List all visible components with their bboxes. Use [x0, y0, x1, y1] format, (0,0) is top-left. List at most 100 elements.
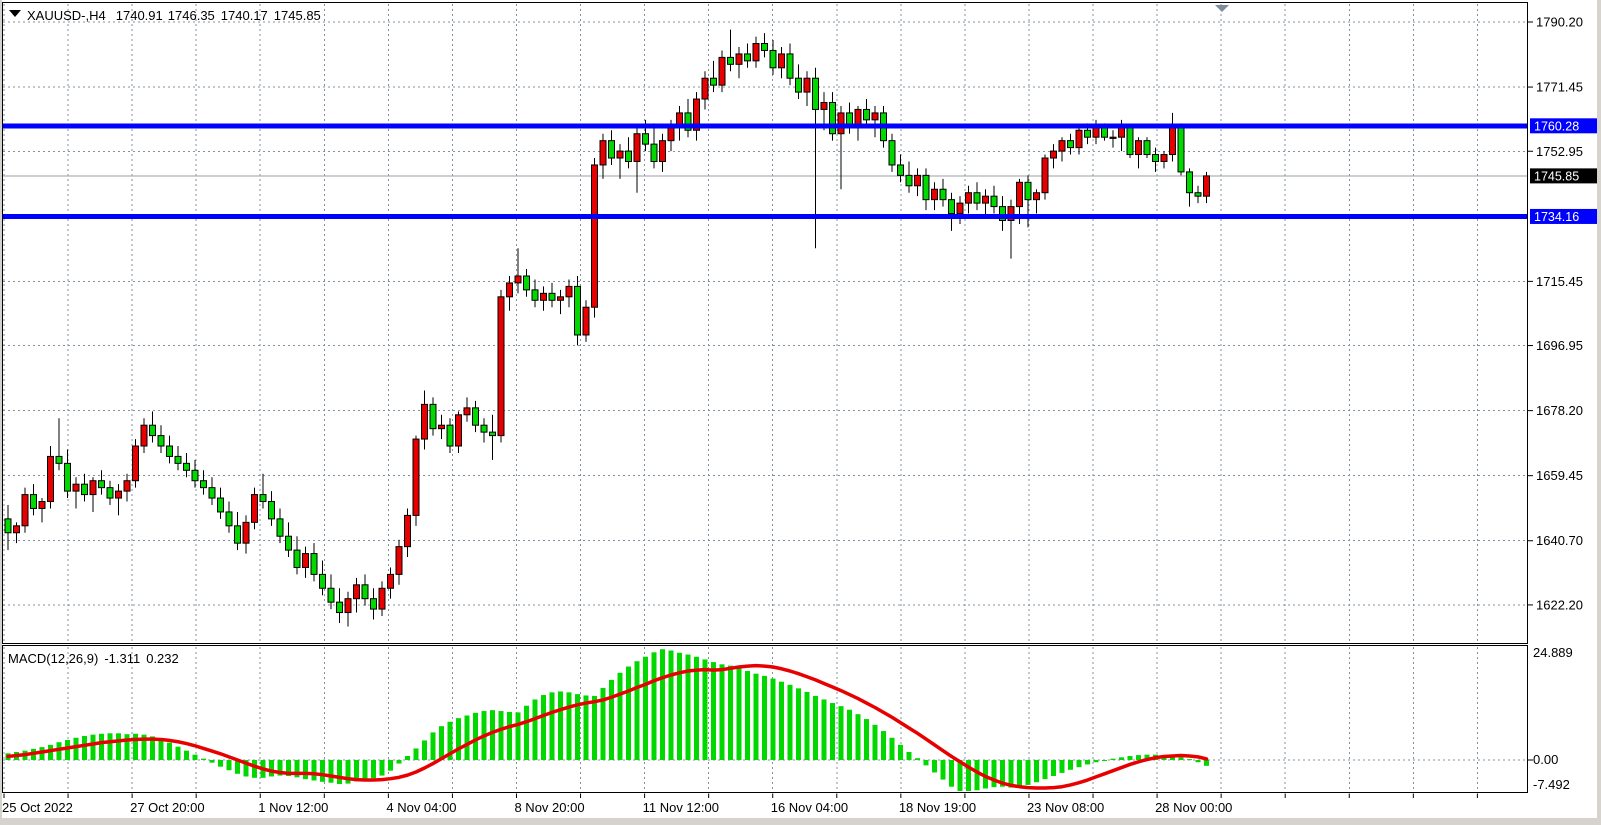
bull-candle — [540, 292, 547, 301]
macd-histogram-bar — [1034, 760, 1039, 783]
bull-candle — [599, 140, 607, 166]
macd-histogram-bar — [762, 675, 767, 760]
bull-candle — [438, 424, 445, 430]
bull-candle — [616, 150, 624, 159]
macd-histogram-bar — [847, 709, 852, 760]
bull-candle — [242, 521, 250, 544]
macd-histogram-bar — [711, 662, 716, 760]
macd-histogram-bar — [507, 711, 512, 760]
bear-candle — [30, 494, 37, 509]
bull-candle — [514, 275, 522, 284]
support-resistance-line[interactable] — [3, 123, 1527, 129]
macd-histogram-bar — [558, 691, 563, 760]
symbol-dropdown-arrow-icon[interactable] — [9, 10, 21, 17]
macd-histogram-bar — [1110, 758, 1116, 760]
macd-main-value: -1.311 — [104, 651, 140, 666]
macd-signal-value: 0.232 — [146, 651, 179, 666]
macd-histogram-bar — [592, 695, 597, 760]
macd-histogram-bar — [651, 652, 657, 760]
macd-histogram-bar — [694, 656, 699, 760]
bull-candle — [463, 407, 471, 416]
bear-candle — [446, 424, 454, 447]
bear-candle — [990, 195, 998, 208]
bear-candle — [64, 462, 71, 492]
macd-histogram-bar — [855, 714, 861, 760]
time-tick-label: 4 Nov 04:00 — [386, 800, 456, 815]
macd-histogram-bar — [821, 699, 827, 760]
bear-candle — [1084, 129, 1091, 138]
macd-histogram-bar — [932, 760, 937, 773]
bull-candle — [1135, 140, 1142, 156]
macd-histogram-bar — [490, 710, 495, 760]
bull-candle — [778, 53, 785, 69]
macd-histogram-bar — [82, 735, 87, 760]
support-resistance-line[interactable] — [3, 213, 1527, 219]
macd-histogram-bar — [345, 760, 351, 784]
price-badge-label: 1734.16 — [1534, 210, 1579, 224]
bear-candle — [1143, 140, 1151, 156]
macd-histogram-bar — [405, 755, 410, 760]
macd-histogram-bar — [813, 695, 818, 760]
macd-histogram-bar — [685, 654, 691, 760]
macd-histogram-bar — [770, 678, 776, 760]
time-axis[interactable]: 25 Oct 2022 27 Oct 20:00 1 Nov 12:00 4 Nov … — [2, 793, 1478, 816]
bear-candle — [531, 289, 539, 301]
bull-candle — [47, 455, 54, 503]
price-badge-label: 1745.85 — [1534, 170, 1579, 184]
chart-shift-marker-icon[interactable] — [1215, 5, 1229, 12]
bear-candle — [1101, 126, 1108, 138]
bear-candle — [786, 53, 794, 79]
bear-candle — [208, 487, 216, 499]
macd-histogram-bar — [915, 758, 920, 760]
bear-candle — [948, 199, 955, 215]
macd-histogram-bar — [277, 760, 283, 776]
macd-histogram-bar — [872, 724, 878, 760]
macd-histogram-bar — [830, 703, 835, 760]
price-axis[interactable]: 1790.20 1771.45 1752.95 1715.45 1696.95 1678.… — [1527, 15, 1599, 793]
bear-candle — [361, 584, 369, 600]
macd-histogram-bar — [1059, 760, 1065, 773]
macd-histogram-bar — [940, 760, 946, 780]
macd-histogram-bar — [609, 679, 614, 760]
bull-candle — [395, 546, 403, 575]
price-tick-label: 1659.45 — [1536, 468, 1583, 483]
macd-histogram-bar — [175, 746, 181, 760]
bear-candle — [684, 112, 692, 131]
macd-histogram-bar — [184, 750, 189, 760]
bear-candle — [761, 43, 768, 51]
macd-histogram-bar — [56, 742, 62, 760]
bear-candle — [922, 174, 930, 201]
bull-candle — [89, 480, 97, 496]
bear-candle — [888, 140, 896, 166]
macd-histogram-bar — [65, 739, 70, 760]
bear-candle — [268, 501, 275, 520]
panel-borders — [2, 2, 1528, 793]
macd-histogram-bar — [549, 692, 555, 760]
horizontal-line-objects[interactable] — [3, 123, 1527, 219]
bear-candle — [285, 535, 292, 551]
bull-candle — [72, 483, 80, 492]
time-tick-label: 23 Nov 08:00 — [1027, 800, 1104, 815]
bull-candle — [421, 403, 428, 440]
macd-histogram-bar — [362, 760, 368, 780]
bear-candle — [327, 587, 335, 603]
macd-histogram-bar — [583, 695, 589, 760]
main-panel-border — [2, 2, 1528, 644]
bear-candle — [336, 601, 343, 614]
macd-histogram-bar — [1042, 760, 1048, 780]
macd-panel-border — [2, 645, 1528, 793]
bull-candle — [1041, 157, 1049, 194]
macd-histogram-bar — [235, 760, 240, 774]
macd-histogram-bar — [974, 760, 980, 791]
macd-histogram-bar — [575, 694, 580, 760]
macd-histogram-bar — [991, 760, 997, 788]
bull-candle — [633, 133, 641, 162]
bull-candle — [820, 101, 828, 110]
bar-high-value: 1746.35 — [168, 8, 215, 23]
macd-histogram-bar — [133, 733, 138, 760]
bull-candle — [803, 77, 811, 93]
macd-histogram-bar — [660, 649, 665, 760]
macd-histogram-bar — [430, 732, 436, 760]
macd-histogram-bar — [141, 734, 147, 760]
